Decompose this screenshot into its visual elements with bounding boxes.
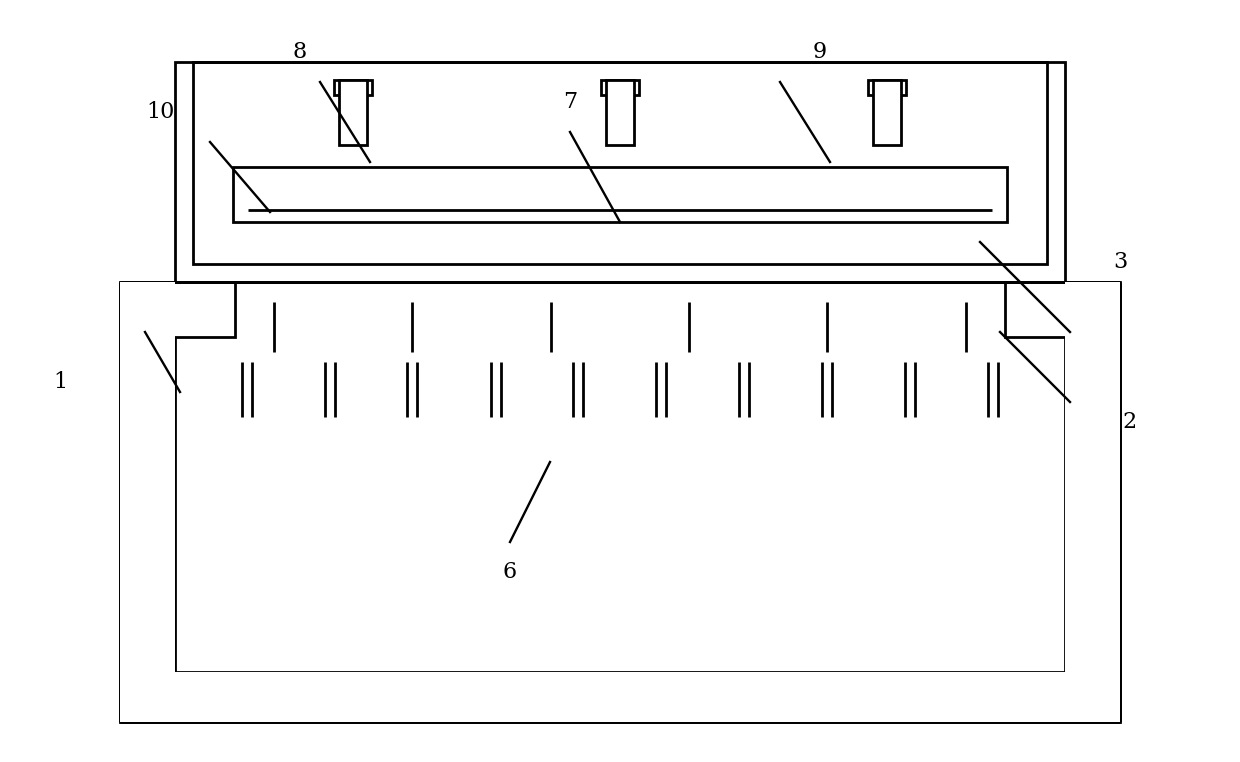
Bar bbox=[606, 80, 634, 145]
Bar bbox=[868, 80, 906, 95]
Text: 8: 8 bbox=[293, 41, 308, 63]
Text: 6: 6 bbox=[503, 561, 517, 583]
Bar bbox=[175, 62, 1065, 282]
Text: 9: 9 bbox=[813, 41, 827, 63]
Bar bbox=[233, 167, 1007, 222]
Bar bbox=[339, 80, 367, 145]
Bar bbox=[1065, 282, 1120, 722]
Bar bbox=[120, 672, 1120, 722]
Text: 10: 10 bbox=[146, 101, 174, 123]
Bar bbox=[1004, 282, 1070, 337]
Bar bbox=[873, 80, 901, 145]
Text: 2: 2 bbox=[1123, 411, 1137, 433]
Bar bbox=[334, 80, 372, 95]
Bar bbox=[120, 282, 175, 722]
Text: 1: 1 bbox=[53, 371, 67, 393]
Bar bbox=[120, 282, 1120, 722]
Text: 7: 7 bbox=[563, 91, 577, 113]
Text: 3: 3 bbox=[1112, 251, 1127, 273]
Bar bbox=[601, 80, 639, 95]
Bar bbox=[170, 282, 236, 337]
Bar bbox=[193, 62, 1047, 264]
